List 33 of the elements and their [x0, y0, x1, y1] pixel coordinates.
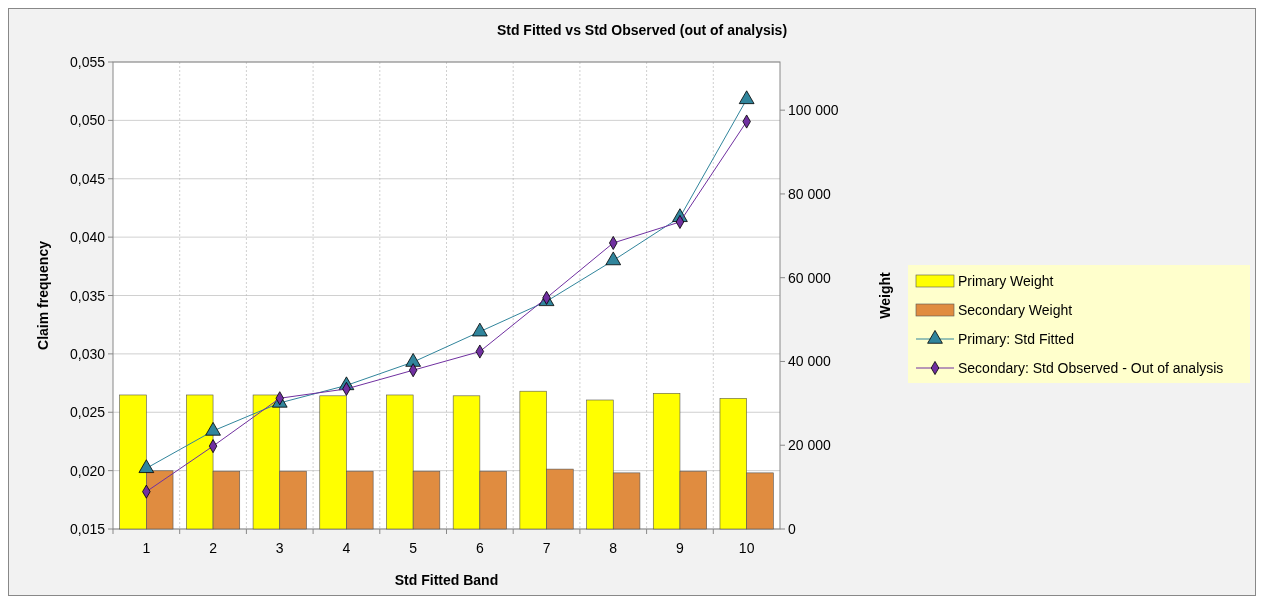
y2-tick-label: 100 000 [788, 102, 839, 119]
y-tick-label: 0,035 [69, 287, 106, 304]
y-tick-label: 0,050 [69, 112, 106, 129]
y2-tick-label: 20 000 [788, 437, 832, 454]
y-axis-title: Claim frequency [35, 240, 51, 350]
y-tick-label: 0,040 [69, 229, 106, 246]
chart-title: Std Fitted vs Std Observed (out of analysis) [496, 22, 788, 38]
y-tick-label: 0,020 [69, 462, 106, 479]
x-tick-label: 4 [342, 540, 351, 556]
y2-tick-label: 40 000 [788, 353, 832, 370]
x-tick-label: 10 [738, 540, 755, 556]
x-axis-title: Std Fitted Band [394, 572, 499, 588]
y-tick-label: 0,055 [69, 54, 106, 70]
y-tick-label: 0,030 [69, 345, 106, 362]
y2-axis-title: Weight [877, 271, 893, 319]
legend-label: Primary: Std Fitted [958, 331, 1074, 347]
legend-label: Secondary: Std Observed - Out of analysis [958, 360, 1224, 376]
y2-tick-label: 0 [788, 521, 796, 537]
y2-tick-label: 80 000 [788, 185, 832, 202]
legend-label: Primary Weight [958, 273, 1054, 289]
y-tick-label: 0,045 [69, 170, 106, 187]
x-tick-label: 9 [676, 540, 685, 556]
y-tick-label: 0,015 [69, 521, 106, 537]
x-tick-label: 3 [275, 540, 284, 556]
x-tick-label: 1 [142, 540, 151, 556]
x-tick-label: 2 [209, 540, 218, 556]
y-tick-label: 0,025 [69, 404, 106, 421]
legend-label: Secondary Weight [958, 302, 1073, 318]
x-tick-label: 6 [475, 540, 484, 556]
y2-tick-label: 60 000 [788, 269, 832, 286]
x-tick-label: 8 [609, 540, 618, 556]
x-tick-label: 5 [409, 540, 418, 556]
x-tick-label: 7 [542, 540, 551, 556]
